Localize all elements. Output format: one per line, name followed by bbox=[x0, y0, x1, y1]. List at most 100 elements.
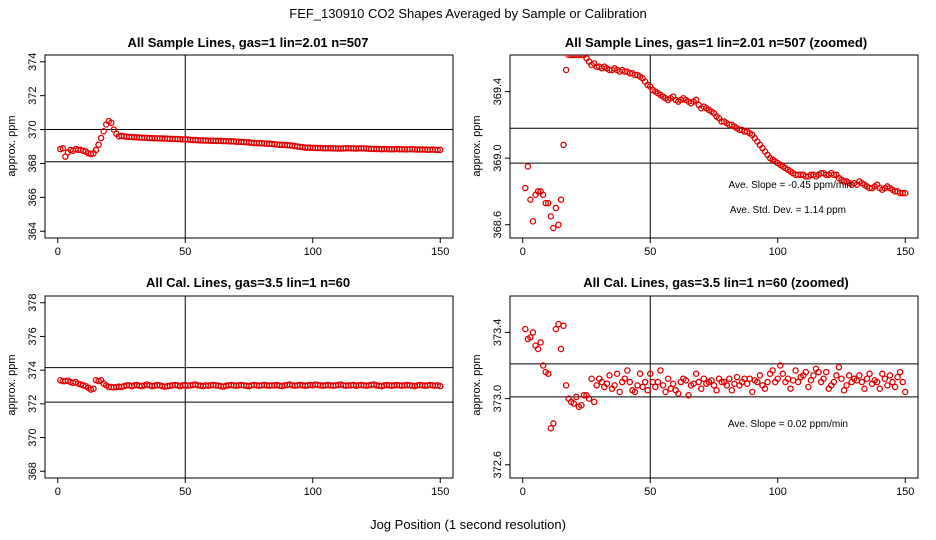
data-point bbox=[557, 196, 565, 203]
data-point bbox=[886, 372, 894, 379]
data-point bbox=[675, 390, 682, 397]
figure-title: FEF_130910 CO2 Shapes Averaged by Sample… bbox=[289, 6, 646, 21]
data-point bbox=[777, 362, 784, 369]
x-tick-label: 50 bbox=[644, 486, 656, 498]
y-tick-label: 370 bbox=[27, 428, 39, 446]
data-point bbox=[545, 370, 552, 378]
data-point bbox=[659, 382, 667, 389]
data-point bbox=[787, 385, 794, 392]
y-axis-label: approx. ppm bbox=[471, 115, 483, 176]
data-points bbox=[57, 377, 444, 393]
data-point bbox=[588, 375, 595, 382]
y-tick-label: 366 bbox=[27, 188, 39, 206]
y-tick-label: 376 bbox=[27, 327, 39, 345]
data-point bbox=[621, 375, 629, 382]
data-point bbox=[726, 375, 733, 382]
plot-frame bbox=[44, 54, 454, 239]
data-point bbox=[436, 146, 444, 154]
data-point bbox=[616, 388, 623, 396]
data-point bbox=[545, 199, 552, 207]
data-point bbox=[899, 189, 906, 197]
data-point bbox=[639, 383, 646, 391]
data-point bbox=[669, 380, 677, 387]
data-point bbox=[833, 372, 840, 379]
data-point bbox=[555, 320, 562, 328]
y-tick-label: 364 bbox=[27, 222, 39, 240]
x-tick-label: 0 bbox=[520, 486, 526, 498]
data-point bbox=[899, 378, 906, 386]
data-point bbox=[718, 378, 725, 386]
data-point bbox=[873, 378, 881, 386]
data-point bbox=[866, 370, 873, 378]
data-point bbox=[805, 383, 812, 391]
data-point bbox=[652, 383, 659, 391]
data-point bbox=[560, 141, 567, 149]
data-point bbox=[881, 375, 889, 382]
data-point bbox=[698, 385, 705, 392]
data-point bbox=[92, 146, 100, 154]
data-point bbox=[861, 385, 868, 392]
data-point bbox=[838, 375, 845, 382]
data-point bbox=[636, 370, 644, 378]
x-tick-label: 150 bbox=[431, 246, 449, 258]
data-point bbox=[547, 213, 555, 220]
x-tick-label: 0 bbox=[520, 246, 526, 258]
data-points bbox=[522, 55, 909, 232]
data-point bbox=[550, 224, 557, 232]
data-point bbox=[542, 199, 549, 207]
data-point bbox=[807, 377, 815, 384]
y-axis-label: approx. ppm bbox=[6, 354, 18, 415]
data-point bbox=[647, 370, 654, 378]
data-point bbox=[606, 372, 613, 379]
data-point bbox=[894, 373, 901, 381]
y-tick-label: 368.6 bbox=[492, 211, 504, 239]
data-point bbox=[774, 375, 782, 382]
data-point bbox=[534, 345, 542, 353]
data-point bbox=[108, 119, 115, 127]
data-point bbox=[743, 380, 751, 387]
data-points bbox=[57, 117, 444, 160]
y-tick-label: 374 bbox=[27, 361, 39, 379]
data-point bbox=[562, 382, 570, 389]
data-point bbox=[434, 146, 441, 154]
data-point bbox=[764, 378, 771, 386]
data-point bbox=[522, 325, 529, 333]
y-tick-label: 372 bbox=[27, 86, 39, 104]
y-tick-label: 368 bbox=[27, 154, 39, 172]
data-point bbox=[631, 388, 639, 396]
data-point bbox=[529, 218, 537, 225]
data-point bbox=[789, 377, 797, 384]
data-point bbox=[524, 163, 532, 170]
x-tick-label: 150 bbox=[896, 246, 914, 258]
x-tick-label: 100 bbox=[769, 246, 787, 258]
x-tick-label: 150 bbox=[431, 486, 449, 498]
x-tick-label: 50 bbox=[179, 246, 191, 258]
data-point bbox=[585, 395, 593, 402]
data-point bbox=[644, 387, 651, 394]
y-tick-label: 369.4 bbox=[492, 78, 504, 106]
x-tick-label: 50 bbox=[179, 486, 191, 498]
y-axis-label: approx. ppm bbox=[471, 354, 483, 415]
data-point bbox=[657, 367, 664, 374]
data-point bbox=[710, 382, 718, 389]
data-point bbox=[858, 378, 866, 386]
data-point bbox=[590, 398, 598, 406]
data-point bbox=[822, 368, 830, 376]
data-point bbox=[682, 377, 690, 384]
data-point bbox=[835, 363, 843, 371]
data-point bbox=[754, 378, 761, 386]
data-point bbox=[902, 189, 909, 197]
data-point bbox=[626, 378, 634, 386]
panel-title: All Cal. Lines, gas=3.5 lin=1 n=60 bbox=[146, 275, 350, 290]
y-tick-label: 373.4 bbox=[492, 319, 504, 347]
figure-x-axis-label: Jog Position (1 second resolution) bbox=[370, 517, 566, 532]
data-point bbox=[654, 378, 662, 386]
data-point bbox=[733, 373, 741, 381]
x-tick-label: 150 bbox=[896, 486, 914, 498]
y-tick-label: 374 bbox=[27, 53, 39, 71]
data-point bbox=[562, 66, 570, 74]
data-point bbox=[578, 55, 585, 59]
data-point bbox=[552, 325, 560, 333]
data-point bbox=[539, 191, 547, 198]
